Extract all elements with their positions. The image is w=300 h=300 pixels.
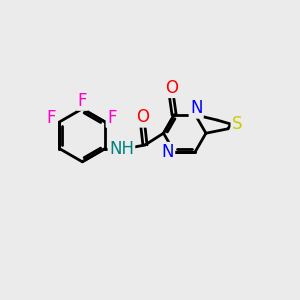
Text: N: N <box>161 143 174 161</box>
Text: F: F <box>46 110 56 128</box>
Text: O: O <box>136 108 149 126</box>
Text: F: F <box>77 92 87 110</box>
Text: S: S <box>232 115 242 133</box>
Text: F: F <box>107 109 116 127</box>
Text: N: N <box>190 99 203 117</box>
Text: NH: NH <box>109 140 134 158</box>
Text: O: O <box>165 79 178 97</box>
